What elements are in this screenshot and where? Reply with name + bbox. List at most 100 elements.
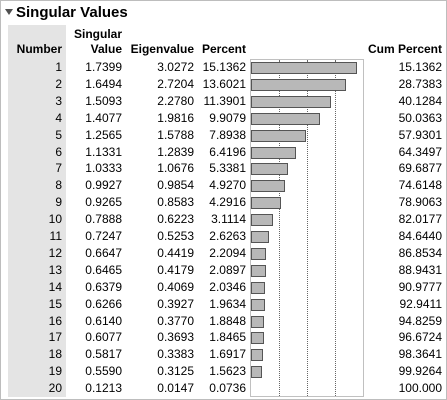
cell-percent: 2.0346 [209,279,246,294]
cell-number: 7 [55,161,62,176]
cell-percent: 2.6263 [209,229,246,243]
cell-eigenvalue: 0.3770 [157,313,194,328]
percent-bar [251,366,262,379]
cell-singular-value: 0.5817 [85,347,122,362]
cell-number: 18 [48,347,62,362]
percent-bar [251,78,347,91]
cell-cum-percent: 96.6724 [398,330,442,345]
cell-cum-percent: 15.1362 [398,60,442,74]
cell-cum-percent: 99.9264 [398,364,442,379]
cell-cum-percent: 94.8259 [398,313,442,328]
percent-bar [251,180,286,193]
column-header-percent: Percent [194,25,246,59]
cell-cum-percent: 88.9431 [398,262,442,277]
cell-cum-percent: 98.3641 [398,347,442,362]
number-column-background [8,25,66,397]
column-header-cum-percent: Cum Percent [364,25,442,59]
cell-singular-value: 1.2565 [85,127,122,142]
percent-bar [251,112,321,125]
cell-number: 1 [55,60,62,74]
cell-cum-percent: 100.000 [398,381,442,396]
disclosure-triangle-icon[interactable] [5,9,13,15]
percent-bar [251,281,266,294]
cell-eigenvalue: 2.2780 [157,93,194,108]
cell-eigenvalue: 0.4419 [157,245,194,260]
cell-singular-value: 1.5093 [85,93,122,108]
cell-eigenvalue: 0.5253 [157,229,194,243]
cell-eigenvalue: 1.2839 [157,144,194,159]
cell-percent: 2.0897 [209,262,246,277]
cell-number: 16 [48,313,62,328]
cell-percent: 5.3381 [209,161,246,176]
cell-singular-value: 0.6077 [85,330,122,345]
cell-percent: 1.8465 [209,330,246,345]
cell-cum-percent: 57.9301 [398,127,442,142]
cell-singular-value: 0.9927 [85,178,122,193]
cell-eigenvalue: 0.0147 [157,381,194,396]
percent-bar [251,264,266,277]
cell-singular-value: 0.6140 [85,313,122,328]
cell-singular-value: 1.1331 [85,144,122,159]
cell-cum-percent: 40.1284 [398,93,442,108]
singular-values-table: Number Singular Value Eigenvalue Percent… [8,25,444,399]
cell-percent: 1.6917 [209,347,246,362]
cell-cum-percent: 28.7383 [398,76,442,91]
cell-eigenvalue: 3.0272 [157,60,194,74]
cell-cum-percent: 64.3497 [398,144,442,159]
cell-number: 9 [55,195,62,210]
cell-number: 12 [48,245,62,260]
cell-singular-value: 1.6494 [85,76,122,91]
cell-number: 6 [55,144,62,159]
cell-eigenvalue: 1.0676 [157,161,194,176]
column-header-percent-label: Percent [201,42,246,56]
cell-number: 8 [55,178,62,193]
cell-number: 10 [48,212,62,227]
cell-percent: 6.4196 [209,144,246,159]
cell-cum-percent: 86.8534 [398,245,442,260]
cell-number: 11 [49,229,62,243]
reference-line [335,60,336,396]
percent-bar [251,231,270,243]
cell-singular-value: 1.4077 [85,110,122,125]
percent-bar [251,62,357,74]
cell-percent: 1.8848 [209,313,246,328]
cell-number: 20 [48,381,62,396]
cell-number: 4 [55,110,62,125]
cell-singular-value: 0.6647 [85,245,122,260]
percent-bar [251,146,296,159]
column-header-eigenvalue-label: Eigenvalue [130,42,194,56]
percent-bar [251,298,265,311]
percent-bar [251,214,273,227]
percent-bar [251,197,282,210]
cell-cum-percent: 50.0363 [398,110,442,125]
report-header[interactable]: Singular Values [1,1,446,23]
cell-singular-value: 1.7399 [85,60,122,74]
cell-number: 13 [48,262,62,277]
cell-singular-value: 0.5590 [85,364,122,379]
reference-line [307,60,308,396]
cell-eigenvalue: 0.9854 [157,178,194,193]
cell-eigenvalue: 0.8583 [157,195,194,210]
cell-number: 2 [55,76,62,91]
cell-cum-percent: 78.9063 [398,195,442,210]
cell-cum-percent: 92.9411 [399,296,443,311]
cell-percent: 4.9270 [209,178,246,193]
cell-eigenvalue: 1.5788 [157,127,194,142]
cell-singular-value: 0.6465 [85,262,122,277]
cell-eigenvalue: 0.6223 [157,212,194,227]
cell-eigenvalue: 0.3125 [157,364,194,379]
cell-eigenvalue: 1.9816 [157,110,194,125]
column-header-cum-percent-label: Cum Percent [367,42,442,56]
column-header-singular-line1: Singular [73,27,122,41]
cell-cum-percent: 90.9777 [398,279,442,294]
cell-eigenvalue: 0.4069 [157,279,194,294]
percent-bar [251,349,263,362]
cell-percent: 0.0736 [209,381,246,396]
cell-percent: 7.8938 [209,127,246,142]
cell-eigenvalue: 0.3383 [157,347,194,362]
cell-cum-percent: 69.6877 [398,161,442,176]
cell-cum-percent: 82.0177 [398,212,442,227]
cell-number: 17 [48,330,62,345]
cell-number: 5 [55,127,62,142]
cell-percent: 3.1114 [211,212,246,227]
